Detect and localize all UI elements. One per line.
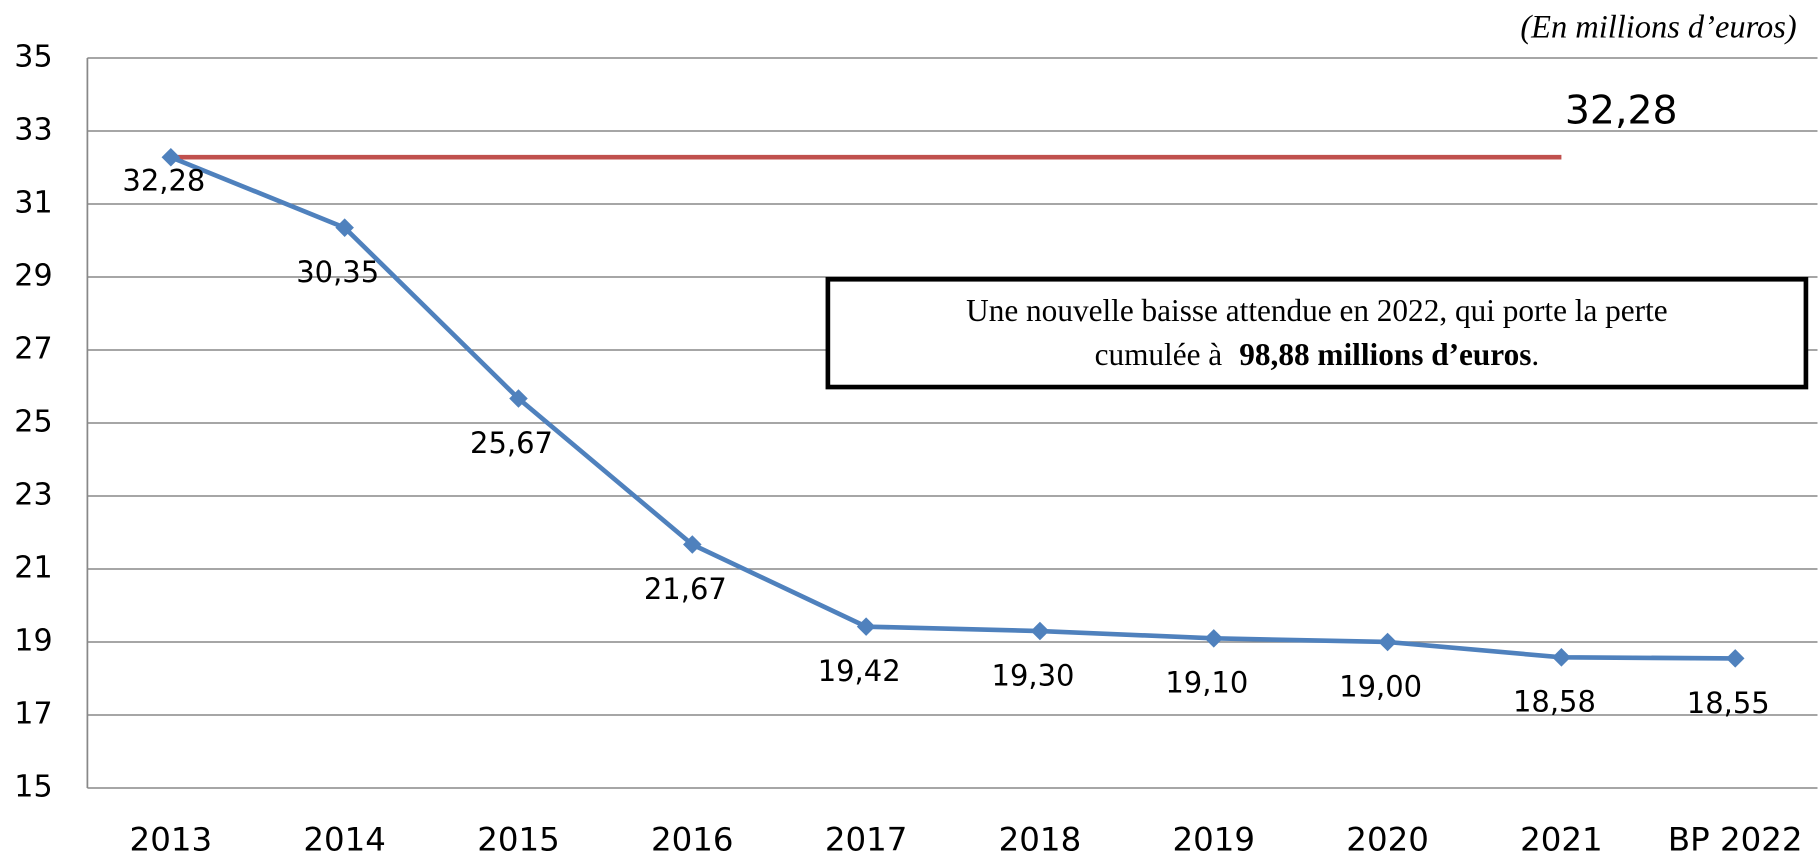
x-tick-label: BP 2022 [1668,820,1803,858]
y-tick-label: 29 [14,258,52,293]
marker [1204,629,1224,648]
y-tick-label: 19 [14,623,52,658]
data-label: 19,30 [992,658,1075,692]
data-label: 18,58 [1513,685,1596,719]
y-tick-label: 15 [14,769,52,804]
marker [1030,621,1050,641]
marker [1725,649,1745,668]
marker [1552,648,1571,667]
y-tick-label: 27 [14,331,52,366]
x-tick-label: 2014 [303,820,386,858]
data-label: 18,55 [1687,686,1770,720]
annotation-bold: 98,88 millions d’euros [1239,337,1531,372]
x-tick-label: 2017 [825,820,908,858]
y-tick-label: 31 [14,185,52,220]
x-tick-label: 2021 [1520,820,1603,858]
x-tick-label: 2020 [1346,820,1429,858]
x-tick-label: 2013 [130,820,213,858]
data-label: 25,67 [470,426,553,460]
data-label: 32,28 [122,164,205,198]
x-tick-label: 2019 [1172,820,1255,858]
annotation-line: Une nouvelle baisse attendue en 2022, qu… [966,293,1668,328]
marker [683,535,702,554]
data-label: 19,42 [818,654,901,688]
data-label: 19,10 [1165,666,1248,700]
annotation-end: . [1531,337,1539,372]
y-tick-label: 35 [14,39,52,74]
annotation-text: cumulée à [1095,337,1230,372]
line [169,155,1736,661]
y-tick-label: 17 [14,696,52,731]
annotation-line: cumulée à 98,88 millions d’euros. [1095,337,1540,372]
x-tick-label: 2018 [999,820,1082,858]
y-tick-label: 25 [14,404,52,439]
marker [1378,632,1397,652]
annotation-box [825,276,1809,390]
unit-note: (En millions d’euros) [1520,10,1796,46]
data-label: 19,00 [1339,669,1422,703]
marker [509,389,528,408]
data-label: 30,35 [296,255,379,289]
annotation: Une nouvelle baisse attendue en 2022, qu… [825,276,1809,390]
y-tick-label: 23 [14,477,52,512]
x-tick-label: 2015 [477,820,560,858]
data-label: 21,67 [644,572,727,606]
x-tick-label: 2016 [651,820,734,858]
y-tick-label: 21 [14,550,52,585]
marker [856,617,876,636]
reference-label: 32,28 [1565,88,1678,134]
y-tick-label: 33 [14,112,52,147]
